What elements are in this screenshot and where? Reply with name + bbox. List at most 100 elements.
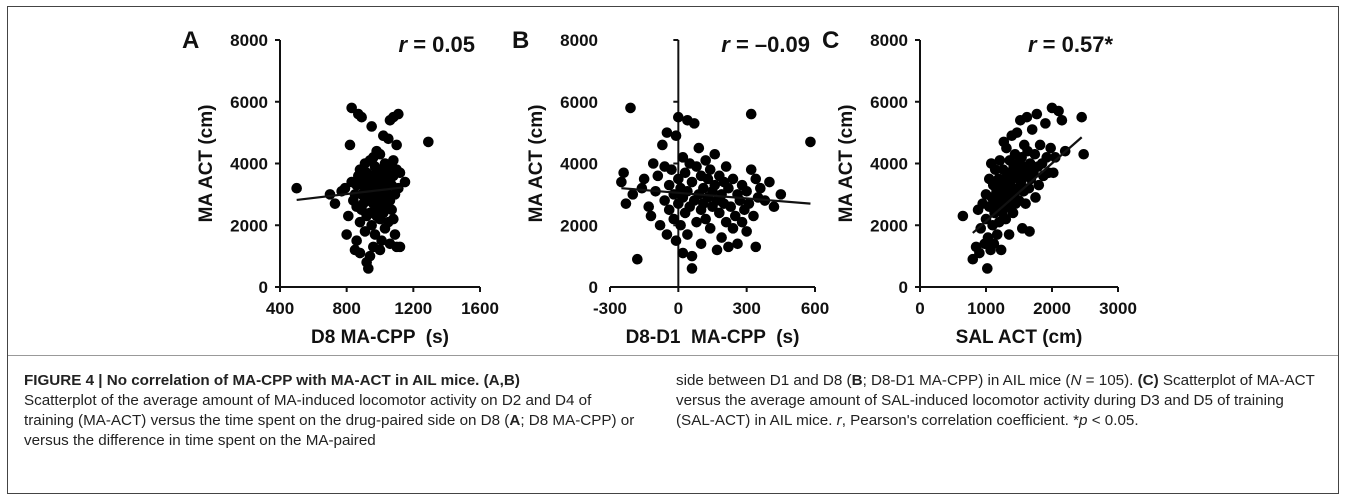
data-point: [1033, 179, 1045, 191]
data-point: [1011, 127, 1023, 138]
data-point: [709, 148, 721, 160]
caption-title-ref: (A,B): [479, 372, 520, 389]
data-point: [716, 232, 727, 243]
data-point: [654, 219, 666, 231]
data-point: [339, 182, 351, 194]
data-point: [618, 167, 629, 179]
y-tick-label: 8000: [560, 31, 598, 50]
data-point: [366, 121, 377, 132]
y-tick-label: 6000: [870, 93, 908, 112]
x-tick-label: 2000: [1033, 299, 1071, 318]
figure-frame: [7, 6, 1339, 494]
data-point: [702, 173, 714, 185]
caption-left-text-2: ; D8 MA-CPP) or versus the difference in…: [24, 412, 635, 449]
x-tick-label: 0: [674, 299, 683, 318]
y-tick-label: 2000: [870, 216, 908, 235]
data-point: [700, 155, 711, 166]
data-point: [627, 189, 639, 200]
data-point: [369, 229, 381, 240]
y-tick-label: 0: [899, 278, 908, 297]
correlation-annotation: r = 0.05: [399, 32, 475, 57]
data-point: [1031, 108, 1043, 120]
scatter-chart-a: A 0 2000 4000 6000 8000 400 800 1200 1600 D8 MA-CP…: [182, 27, 499, 348]
data-point: [720, 161, 732, 172]
data-point: [991, 229, 1003, 240]
x-tick-label: 1600: [461, 299, 499, 318]
data-point: [670, 235, 682, 246]
data-point: [677, 247, 689, 259]
y-axis-title: MA ACT (cm): [836, 105, 857, 223]
data-point: [698, 182, 709, 194]
y-tick-label: 8000: [870, 31, 908, 50]
x-tick-label: 1000: [967, 299, 1005, 318]
data-point: [388, 155, 399, 166]
data-point: [736, 216, 748, 228]
data-point: [1053, 105, 1064, 117]
data-point: [1026, 124, 1038, 135]
correlation-r-symbol: r: [1028, 32, 1038, 57]
data-point: [805, 136, 816, 148]
y-tick-label: 2000: [230, 216, 268, 235]
data-point: [725, 201, 737, 213]
y-tick-label: 0: [589, 278, 598, 297]
data-point: [727, 173, 739, 185]
data-point: [1024, 226, 1035, 237]
data-point: [1040, 118, 1051, 129]
data-point: [988, 238, 1000, 250]
data-point: [359, 226, 371, 237]
caption-left-text: Scatterplot of the average amount of MA-…: [24, 392, 592, 429]
correlation-annotation: r = 0.57*: [1028, 32, 1113, 57]
data-point: [679, 167, 691, 179]
data-point: [341, 229, 352, 240]
x-tick-label: 800: [332, 299, 360, 318]
data-point: [1007, 207, 1019, 219]
data-point: [663, 179, 675, 191]
panel-letter: B: [512, 27, 529, 54]
data-point: [1001, 142, 1012, 154]
caption-p-symbol: p: [1079, 412, 1088, 429]
y-axis-title: MA ACT (cm): [526, 105, 547, 223]
data-point: [1000, 213, 1012, 225]
data-point: [638, 173, 650, 185]
data-point: [663, 204, 675, 216]
data-point: [743, 198, 755, 209]
x-tick-label: 0: [915, 299, 924, 318]
data-point: [670, 130, 682, 142]
data-point: [399, 176, 411, 188]
data-point: [659, 195, 670, 206]
data-point: [344, 139, 356, 151]
y-axis-title: MA ACT (cm): [196, 105, 217, 223]
y-tick-label: 4000: [560, 155, 598, 174]
data-point: [989, 164, 1001, 175]
caption-right-text-6: < 0.05.: [1087, 412, 1139, 429]
scatter-chart-c: C 0 2000 4000 6000 8000 0 1000 2000 3000 SAL ACT (…: [822, 27, 1137, 348]
correlation-r-symbol: r: [721, 32, 731, 57]
x-axis-title: SAL ACT (cm): [956, 327, 1083, 348]
y-tick-label: 2000: [560, 216, 598, 235]
data-point: [645, 210, 657, 222]
data-point: [376, 235, 387, 246]
x-tick-label: 300: [732, 299, 760, 318]
data-point: [675, 219, 686, 231]
data-point: [682, 229, 693, 240]
data-point: [723, 241, 734, 253]
data-point: [1020, 198, 1031, 209]
data-point: [643, 201, 655, 213]
data-point: [686, 176, 698, 188]
caption-r-symbol: r: [836, 412, 842, 429]
data-point: [975, 223, 987, 234]
data-point: [324, 189, 336, 200]
correlation-value: = 0.05: [407, 32, 475, 57]
data-point: [620, 198, 632, 209]
panel-letter: C: [822, 27, 839, 54]
data-point: [1003, 229, 1015, 240]
data-point: [745, 164, 757, 175]
data-point: [383, 133, 394, 145]
caption-ref-c: (C): [1137, 372, 1159, 389]
correlation-value: = –0.09: [730, 32, 810, 57]
data-point: [394, 241, 406, 253]
data-point: [994, 155, 1006, 166]
regression-line: [621, 187, 811, 205]
